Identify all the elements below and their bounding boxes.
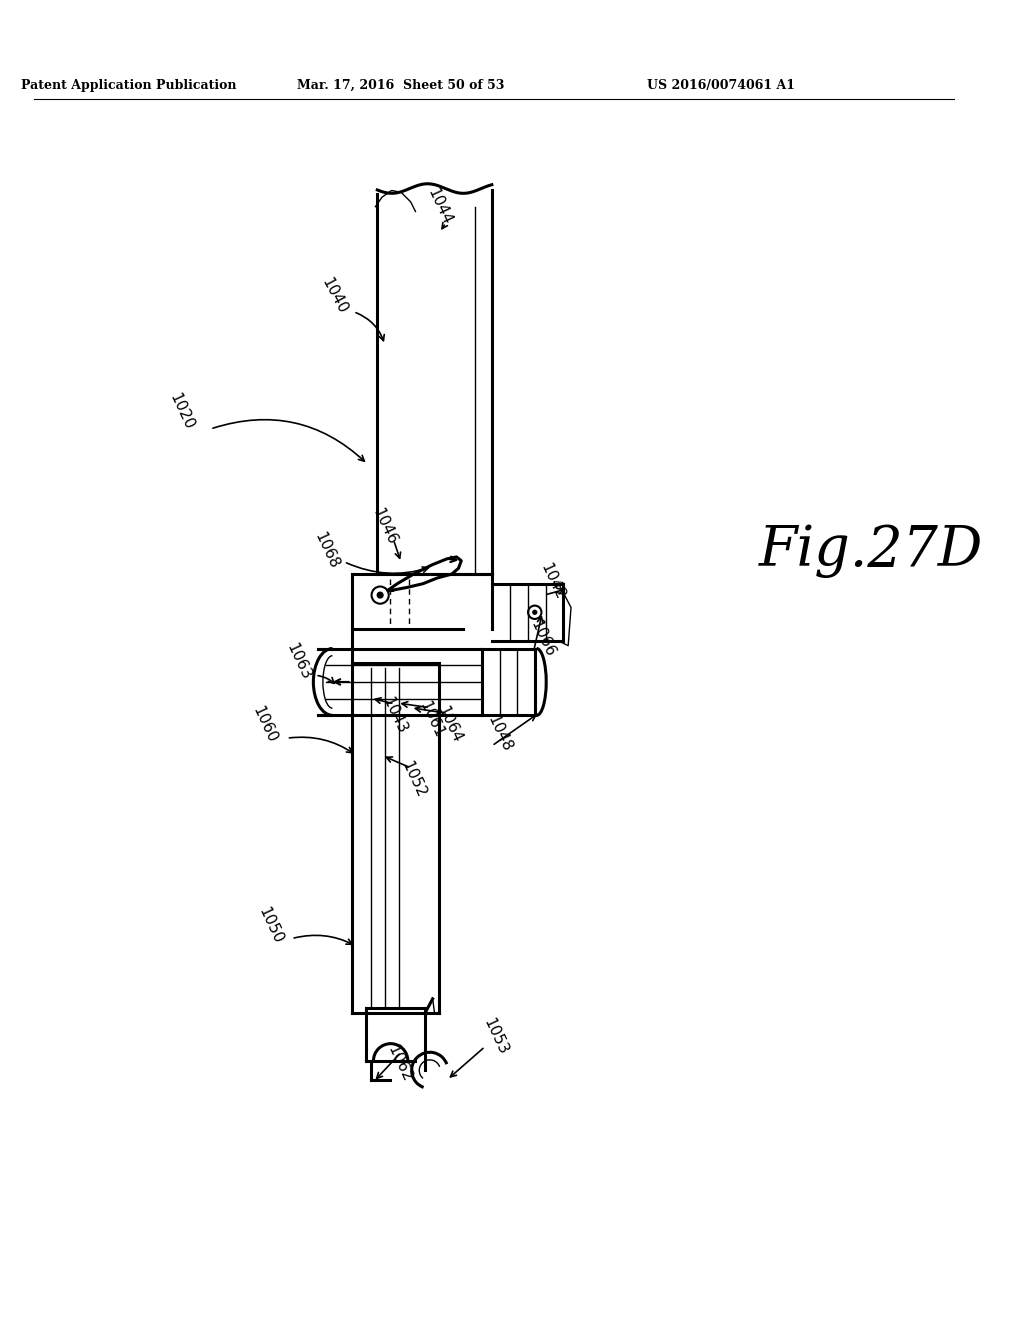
Text: Mar. 17, 2016  Sheet 50 of 53: Mar. 17, 2016 Sheet 50 of 53 bbox=[297, 79, 505, 92]
Circle shape bbox=[532, 610, 537, 614]
Circle shape bbox=[377, 593, 383, 598]
Text: 1044: 1044 bbox=[425, 186, 455, 227]
Text: 1040: 1040 bbox=[318, 275, 350, 315]
Text: 1061: 1061 bbox=[417, 698, 446, 739]
Text: 1063: 1063 bbox=[284, 642, 314, 682]
Text: 1064: 1064 bbox=[435, 705, 465, 746]
Text: 1048: 1048 bbox=[484, 713, 514, 754]
Text: 1046: 1046 bbox=[370, 506, 400, 546]
Text: 1042: 1042 bbox=[538, 561, 567, 602]
Text: 1043: 1043 bbox=[380, 694, 410, 737]
Text: US 2016/0074061 A1: US 2016/0074061 A1 bbox=[647, 79, 795, 92]
Text: Fig.27D: Fig.27D bbox=[759, 523, 983, 578]
Text: 1068: 1068 bbox=[311, 529, 342, 572]
Text: 1050: 1050 bbox=[255, 904, 286, 946]
Text: 1060: 1060 bbox=[250, 705, 280, 746]
Text: Patent Application Publication: Patent Application Publication bbox=[22, 79, 237, 92]
Text: 1020: 1020 bbox=[167, 391, 197, 433]
Text: 1066: 1066 bbox=[527, 618, 557, 660]
Text: 1053: 1053 bbox=[480, 1016, 510, 1057]
Text: 1062: 1062 bbox=[384, 1043, 414, 1084]
Text: 1052: 1052 bbox=[398, 759, 428, 800]
